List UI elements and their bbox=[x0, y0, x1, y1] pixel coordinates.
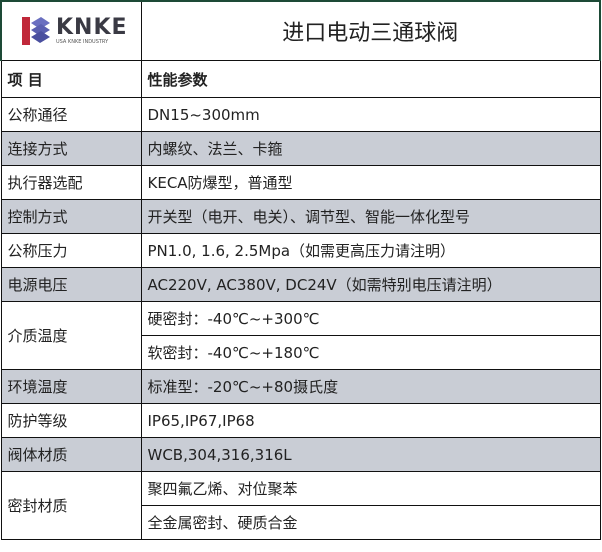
table-row: 电源电压 AC220V, AC380V, DC24V（如需特别电压请注明） bbox=[0, 267, 601, 302]
row-label: 密封材质 bbox=[0, 471, 142, 540]
table-row: 控制方式 开关型（电开、电关）、调节型、智能一体化型号 bbox=[0, 199, 601, 234]
knke-logo: KNKE USA KNKE INDUSTRY bbox=[22, 15, 141, 47]
row-value: 全金属密封、硬质合金 bbox=[140, 505, 601, 540]
row-label: 环境温度 bbox=[0, 369, 142, 404]
row-value: IP65,IP67,IP68 bbox=[140, 403, 601, 438]
row-value: 硬密封：-40℃~+300℃ bbox=[140, 301, 601, 336]
page-title: 进口电动三通球阀 bbox=[140, 0, 601, 61]
row-value: DN15~300mm bbox=[140, 97, 601, 132]
table-row: 公称通径 DN15~300mm bbox=[0, 97, 601, 132]
logo-cell: KNKE USA KNKE INDUSTRY bbox=[0, 0, 142, 61]
row-label: 阀体材质 bbox=[0, 437, 142, 472]
row-label: 公称压力 bbox=[0, 233, 142, 268]
logo-text: KNKE bbox=[56, 15, 128, 40]
row-label: 连接方式 bbox=[0, 131, 142, 166]
table-row: 连接方式 内螺纹、法兰、卡箍 bbox=[0, 131, 601, 166]
row-value: 软密封：-40℃~+180℃ bbox=[140, 335, 601, 370]
logo-subtext: USA KNKE INDUSTRY bbox=[56, 39, 109, 45]
row-value: WCB,304,316,316L bbox=[140, 437, 601, 472]
table-row: 公称压力 PN1.0, 1.6, 2.5Mpa（如需更高压力请注明） bbox=[0, 233, 601, 268]
table-row: 环境温度 标准型：-20℃~+80摄氏度 bbox=[0, 369, 601, 404]
table-row: 执行器选配 KECA防爆型，普通型 bbox=[0, 165, 601, 200]
row-label: 防护等级 bbox=[0, 403, 142, 438]
row-value: AC220V, AC380V, DC24V（如需特别电压请注明） bbox=[140, 267, 601, 302]
table-row: 介质温度 硬密封：-40℃~+300℃ bbox=[0, 301, 601, 370]
row-value: 标准型：-20℃~+80摄氏度 bbox=[140, 369, 601, 404]
row-label: 电源电压 bbox=[0, 267, 142, 302]
table-row: 阀体材质 WCB,304,316,316L bbox=[0, 437, 601, 472]
row-label: 控制方式 bbox=[0, 199, 142, 234]
row-label: 公称通径 bbox=[0, 97, 142, 132]
row-value: KECA防爆型，普通型 bbox=[140, 165, 601, 200]
header-item: 项 目 bbox=[0, 60, 142, 98]
row-value: 聚四氟乙烯、对位聚苯 bbox=[140, 471, 601, 506]
row-label: 执行器选配 bbox=[0, 165, 142, 200]
table-row: 防护等级 IP65,IP67,IP68 bbox=[0, 403, 601, 438]
header-spec: 性能参数 bbox=[140, 60, 601, 98]
spec-table: KNKE USA KNKE INDUSTRY 进口电动三通球阀 项 目性能参数 公… bbox=[0, 0, 601, 540]
table-row: 全金属密封、硬质合金 bbox=[1, 505, 601, 540]
logo-icon bbox=[22, 17, 50, 45]
table-row: 密封材质 聚四氟乙烯、对位聚苯 bbox=[0, 471, 601, 540]
table-row: 软密封：-40℃~+180℃ bbox=[1, 335, 601, 370]
row-value: 内螺纹、法兰、卡箍 bbox=[140, 131, 601, 166]
row-value: PN1.0, 1.6, 2.5Mpa（如需更高压力请注明） bbox=[140, 233, 601, 268]
row-value: 开关型（电开、电关）、调节型、智能一体化型号 bbox=[140, 199, 601, 234]
row-label: 介质温度 bbox=[0, 301, 142, 370]
